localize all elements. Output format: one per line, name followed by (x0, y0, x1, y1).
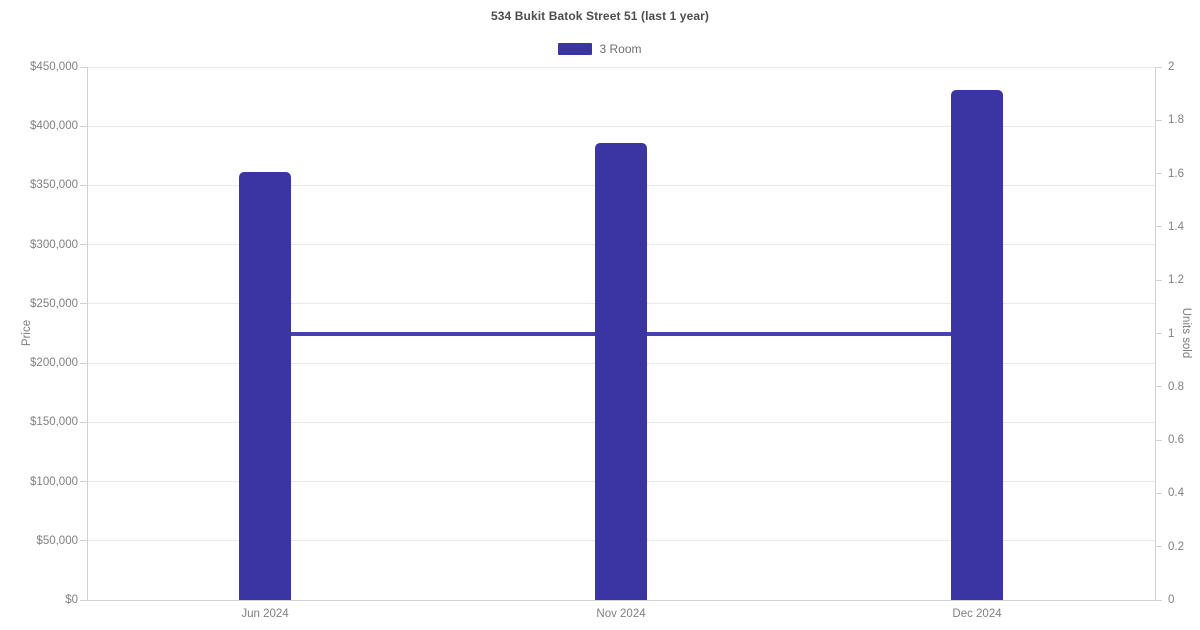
y-axis-right-tick-label: 1.4 (1168, 220, 1184, 233)
y-axis-right-tick-label: 0.2 (1168, 540, 1184, 553)
y-axis-right-tick (1155, 386, 1162, 388)
y-axis-left-tick-label: $50,000 (36, 534, 78, 547)
y-axis-right-tick-label: 2 (1168, 61, 1175, 73)
y-axis-right-tick (1155, 492, 1162, 494)
y-axis-left-tick (80, 303, 87, 305)
y-axis-left-line (87, 67, 88, 600)
y-axis-left-tick (80, 540, 87, 542)
y-axis-left-tick (80, 244, 87, 246)
y-axis-right-tick (1155, 279, 1162, 281)
bar-dec-2024 (951, 89, 1003, 600)
gridline (87, 125, 1155, 127)
legend-label-3-room: 3 Room (599, 42, 642, 56)
y-axis-right-tick-label: 0 (1168, 594, 1175, 606)
y-axis-left-tick-label: $400,000 (30, 120, 78, 133)
y-axis-left-tick-label: $150,000 (30, 416, 78, 429)
x-axis-label-jun-2024: Jun 2024 (241, 608, 289, 620)
y-axis-left-tick-label: $0 (65, 594, 78, 606)
y-axis-left-tick (80, 184, 87, 186)
y-axis-right-tick (1155, 119, 1162, 121)
y-axis-right-tick-label: 1.6 (1168, 167, 1184, 180)
bar-jun-2024 (239, 172, 291, 600)
chart-title: 534 Bukit Batok Street 51 (last 1 year) (491, 9, 709, 23)
x-axis-label-dec-2024: Dec 2024 (952, 608, 1002, 620)
y-axis-left-tick-label: $450,000 (30, 61, 78, 73)
y-axis-left-tick (80, 421, 87, 423)
y-axis-right-line (1155, 67, 1156, 600)
y-axis-right-tick (1155, 599, 1162, 601)
y-axis-left-tick (80, 66, 87, 68)
y-axis-right-tick-label: 0.4 (1168, 487, 1184, 500)
y-axis-left-tick (80, 125, 87, 127)
y-axis-right-tick (1155, 333, 1162, 334)
y-axis-left-tick-label: $350,000 (30, 179, 78, 192)
y-axis-right-tick (1155, 439, 1162, 441)
legend-swatch-3-room (558, 43, 593, 55)
y-axis-right-tick (1155, 546, 1162, 548)
y-axis-right-tick-label: 1 (1168, 327, 1175, 340)
y-axis-title-price: Price (21, 319, 33, 347)
bar-nov-2024 (595, 142, 647, 600)
chart-legend: 3 Room (0, 42, 1200, 56)
y-axis-right-tick-label: 1.8 (1168, 114, 1184, 127)
y-axis-left-tick-label: $300,000 (30, 238, 78, 251)
y-axis-title-units-sold: Units sold (1180, 307, 1192, 359)
gridline (87, 66, 1155, 68)
y-axis-left-tick-label: $200,000 (30, 357, 78, 370)
x-axis-label-nov-2024: Nov 2024 (596, 608, 646, 620)
y-axis-left-tick (80, 362, 87, 364)
y-axis-left-tick (80, 481, 87, 483)
y-axis-right-tick (1155, 66, 1162, 68)
y-axis-right-tick-label: 0.8 (1168, 380, 1184, 393)
y-axis-left-tick (80, 599, 87, 601)
y-axis-left-tick-label: $250,000 (30, 297, 78, 310)
y-axis-right-tick-label: 0.6 (1168, 434, 1184, 447)
y-axis-right-tick (1155, 226, 1162, 228)
y-axis-right-tick (1155, 173, 1162, 175)
x-axis-line (87, 600, 1155, 601)
y-axis-right-tick-label: 1.2 (1168, 274, 1184, 287)
y-axis-left-tick-label: $100,000 (30, 475, 78, 488)
